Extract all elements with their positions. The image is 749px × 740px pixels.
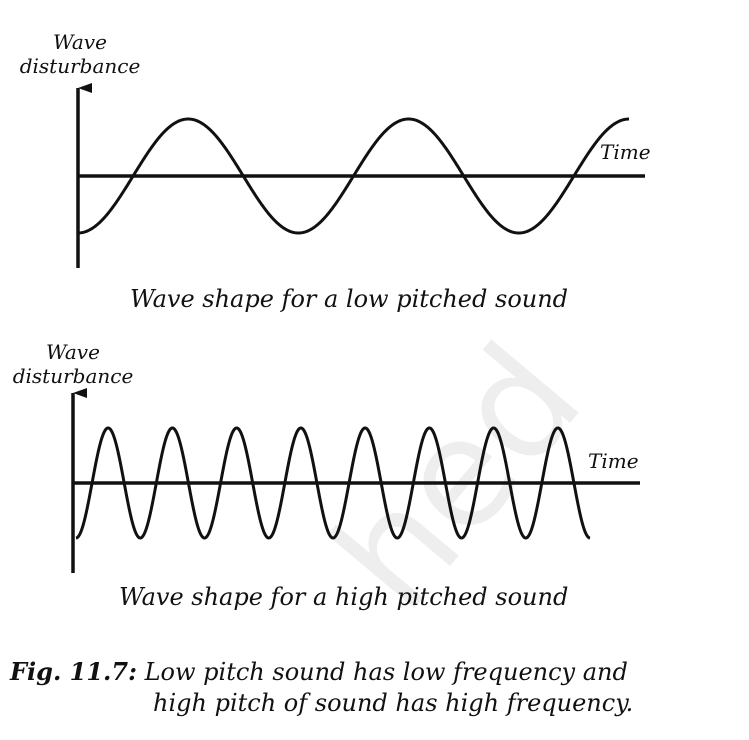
high-pitch-wave [75,426,591,540]
figure-caption-line-1: Low pitch sound has low frequency and [144,658,628,686]
y-label-line-2: disturbance [19,54,141,78]
figure-caption-line-2: high pitch of sound has high frequency. [153,689,634,717]
low-pitch-caption: Wave shape for a low pitched sound [130,285,569,313]
y-label-line-1: Wave [53,30,107,54]
high-pitch-x-axis-label: Time [588,449,639,473]
y-label-line-2: disturbance [12,364,134,388]
low-pitch-wave [77,117,630,235]
figure-number: Fig. 11.7: [10,657,137,686]
high-pitch-caption: Wave shape for a high pitched sound [119,583,569,611]
low-pitch-y-axis-label: Wave disturbance [15,30,145,78]
y-label-line-1: Wave [46,340,100,364]
high-pitch-y-axis-label: Wave disturbance [8,340,138,388]
low-pitch-x-axis-label: Time [600,140,651,164]
figure-caption: Fig. 11.7: Low pitch sound has low frequ… [10,656,633,719]
